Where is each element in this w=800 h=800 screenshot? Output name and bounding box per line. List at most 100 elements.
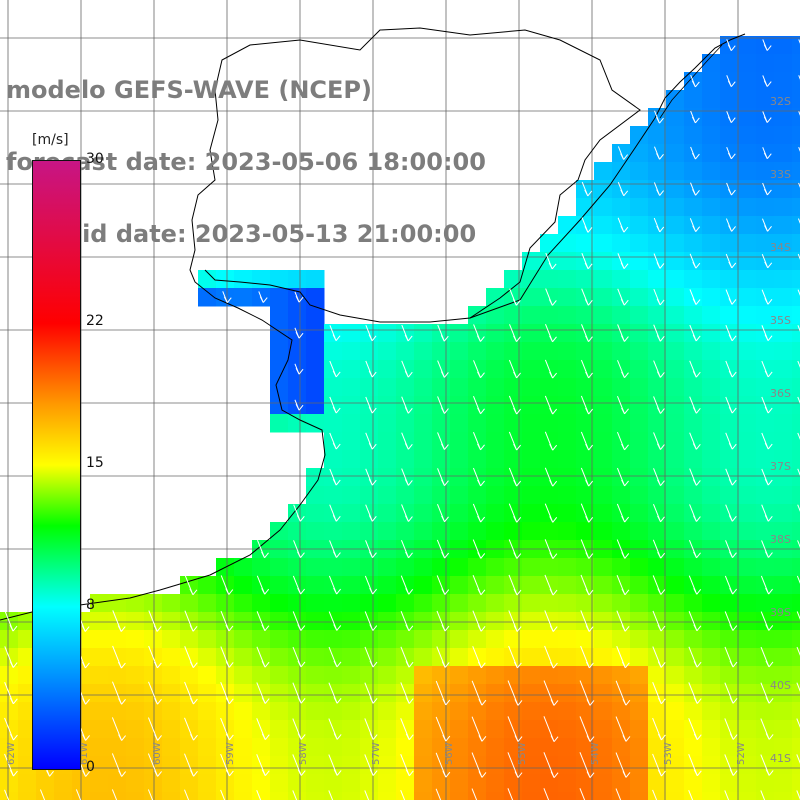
wind-cell [288,378,307,397]
wind-cell [252,774,271,793]
wind-cell [792,684,800,703]
wind-cell [342,648,361,667]
wind-cell [738,612,757,631]
wind-arrow [725,253,737,269]
wind-cell [234,270,253,289]
wind-cell [630,738,649,757]
wind-cell [666,306,685,325]
wind-cell [612,198,631,217]
wind-arrow [761,396,773,414]
wind-arrow [652,753,666,777]
wind-cell [396,630,415,649]
wind-cell [414,684,433,703]
wind-cell [666,468,685,487]
wind-cell [234,576,253,595]
wind-cell [630,774,649,793]
wind-cell [414,702,433,721]
wind-cell [702,342,721,361]
wind-cell [792,288,800,307]
wind-cell [414,432,433,451]
wind-cell [216,702,235,721]
wind-cell [576,450,595,469]
wind-cell [774,648,793,667]
wind-cell [504,738,523,757]
wind-cell [684,234,703,253]
wind-cell [774,450,793,469]
wind-cell [522,396,541,415]
wind-arrow [653,324,665,342]
wind-cell [648,486,667,505]
wind-arrow [4,610,18,632]
wind-cell [468,594,487,613]
wind-cell [720,306,739,325]
wind-arrow [617,146,629,160]
wind-cell [774,468,793,487]
wind-arrow [111,717,126,741]
wind-cell [486,486,505,505]
wind-arrow [652,789,658,800]
wind-arrow [615,716,631,742]
wind-arrow [761,289,773,305]
wind-cell [270,396,289,415]
wind-cell [306,288,325,307]
wind-cell [540,558,559,577]
wind-cell [450,324,469,343]
wind-cell [486,684,505,703]
wind-cell [324,414,343,433]
wind-cell [450,342,469,361]
wind-cell [288,774,307,793]
wind-cell [756,306,775,325]
wind-cell [594,342,613,361]
wind-arrow [796,611,800,620]
wind-cell [144,594,163,613]
wind-arrow [798,182,800,190]
wind-cell [702,324,721,343]
wind-cell [306,342,325,361]
wind-cell [738,252,757,271]
wind-cell [684,594,703,613]
wind-cell [414,666,433,685]
wind-cell [648,666,667,685]
wind-cell [702,198,721,217]
wind-cell [558,360,577,379]
wind-cell [612,774,631,793]
wind-cell [18,684,37,703]
wind-arrow [364,611,378,631]
lon-label: 62W [6,742,17,765]
wind-cell [234,630,253,649]
wind-cell [648,198,667,217]
wind-cell [414,342,433,361]
wind-cell [558,684,577,703]
wind-cell [648,630,667,649]
wind-cell [774,72,793,91]
wind-arrow [401,504,413,522]
wind-arrow [688,754,702,777]
colorbar-tick: 15 [86,455,104,471]
wind-cell [90,594,109,613]
wind-cell [378,342,397,361]
wind-cell [414,414,433,433]
wind-cell [522,792,541,800]
wind-cell [468,450,487,469]
wind-cell [378,774,397,793]
wind-cell [360,450,379,469]
wind-cell [162,792,181,800]
wind-cell [558,342,577,361]
wind-cell [180,630,199,649]
wind-cell [594,648,613,667]
wind-cell [90,738,109,757]
wind-cell [774,792,793,800]
wind-cell [702,396,721,415]
wind-cell [18,648,37,667]
wind-cell [738,126,757,145]
wind-cell [684,306,703,325]
wind-cell [90,720,109,739]
wind-cell [360,594,379,613]
wind-cell [576,666,595,685]
wind-cell [486,342,505,361]
wind-cell [720,342,739,361]
wind-cell [144,702,163,721]
wind-cell [234,792,253,800]
wind-cell [648,270,667,289]
wind-cell [450,378,469,397]
